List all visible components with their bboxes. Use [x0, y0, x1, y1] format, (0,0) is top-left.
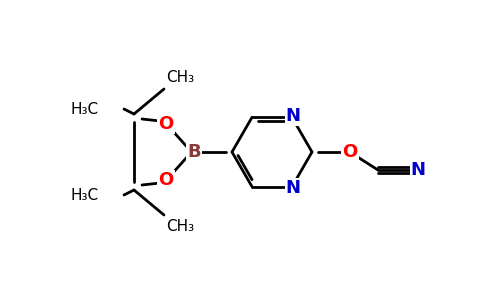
Text: N: N — [286, 178, 301, 196]
Text: B: B — [187, 143, 201, 161]
Text: N: N — [410, 161, 425, 179]
Text: CH₃: CH₃ — [166, 70, 194, 85]
Text: H₃C: H₃C — [71, 101, 99, 116]
Text: CH₃: CH₃ — [166, 219, 194, 234]
Text: H₃C: H₃C — [71, 188, 99, 202]
Text: O: O — [158, 171, 174, 189]
Text: N: N — [286, 107, 301, 125]
Text: O: O — [158, 115, 174, 133]
Text: O: O — [342, 143, 358, 161]
